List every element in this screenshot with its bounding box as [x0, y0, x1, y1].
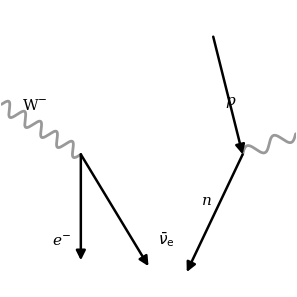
Text: $\bar{\nu}_{\mathrm{e}}$: $\bar{\nu}_{\mathrm{e}}$ [158, 230, 175, 249]
Text: n: n [201, 195, 211, 208]
Text: W$^{-}$: W$^{-}$ [22, 99, 48, 113]
Text: p: p [225, 94, 235, 108]
Text: e$^{-}$: e$^{-}$ [52, 234, 71, 249]
